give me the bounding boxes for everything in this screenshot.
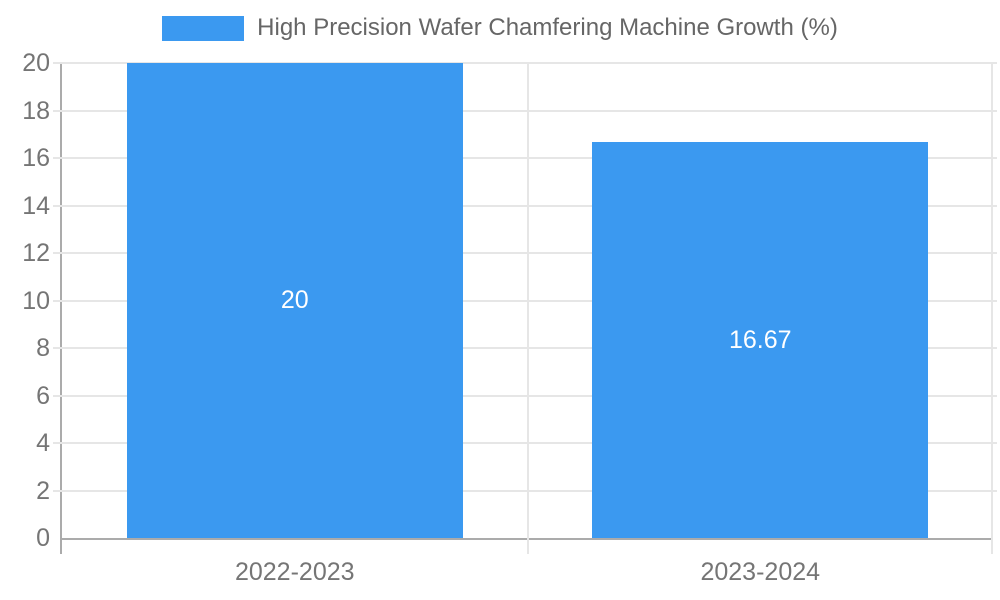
gridline-horizontal (53, 252, 997, 254)
y-tick-label: 2 (36, 476, 50, 505)
y-tick-label: 4 (36, 429, 50, 457)
chart-title: High Precision Wafer Chamfering Machine … (257, 14, 838, 41)
gridline-horizontal (53, 442, 997, 444)
y-axis-tick (60, 538, 62, 554)
y-tick-label: 8 (36, 334, 50, 362)
gridline-horizontal (53, 394, 997, 397)
y-tick-label: 16 (22, 144, 50, 172)
x-tick-label: 2022-2023 (234, 558, 355, 586)
plot-area: 20 16.67 (53, 62, 997, 554)
y-tick-label: 12 (22, 239, 50, 267)
bar-value-label: 16.67 (728, 325, 792, 354)
y-axis: 0 2 4 6 8 10 12 14 16 18 20 (0, 49, 50, 552)
y-tick-label: 20 (22, 49, 50, 77)
y-tick-label: 18 (22, 96, 50, 125)
gridline-horizontal (53, 489, 997, 492)
gridline-horizontal (53, 204, 997, 207)
y-tick-label: 10 (22, 286, 50, 315)
gridline-vertical (991, 63, 993, 554)
y-tick-label: 14 (22, 191, 50, 220)
y-tick-label: 6 (36, 381, 50, 410)
bar-2023-2024: 16.67 (592, 142, 929, 538)
x-axis: 2022-2023 2023-2024 (62, 556, 993, 588)
gridline-horizontal (53, 299, 997, 302)
gridline-horizontal (53, 109, 997, 112)
x-tick-label: 2023-2024 (700, 558, 821, 586)
bar-2022-2023: 20 (126, 63, 463, 538)
gridline-horizontal (53, 62, 997, 64)
gridline-horizontal (53, 157, 997, 159)
gridline-vertical (526, 63, 529, 554)
legend-swatch-icon (162, 15, 245, 41)
chart-legend[interactable]: High Precision Wafer Chamfering Machine … (0, 14, 1000, 42)
gridline-horizontal (53, 347, 997, 349)
y-tick-label: 0 (36, 524, 50, 552)
bar-value-label: 20 (280, 286, 309, 314)
